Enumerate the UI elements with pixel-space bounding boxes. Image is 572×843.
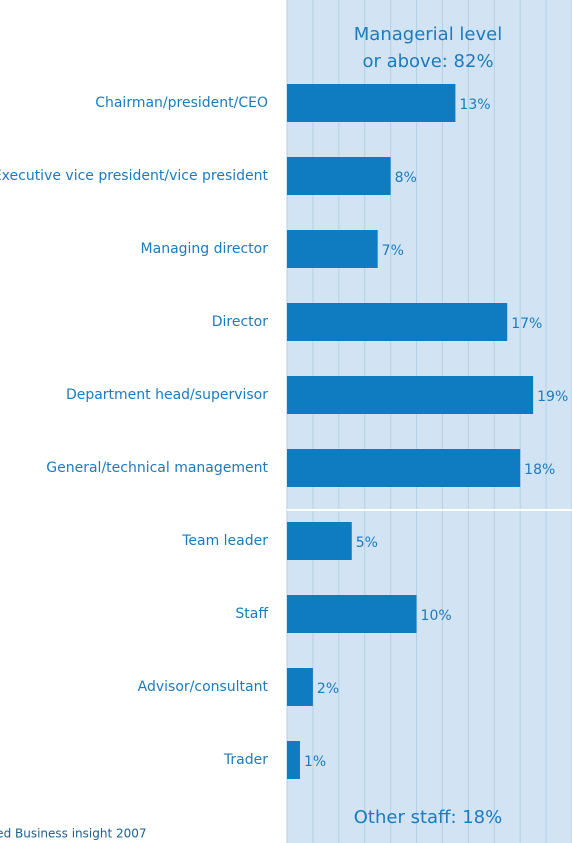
- value-label: 13%: [459, 97, 490, 113]
- category-label: Department head/supervisor: [66, 387, 268, 403]
- bar: [287, 157, 391, 195]
- category-label: Advisor/consultant: [138, 679, 269, 695]
- bar: [287, 303, 508, 341]
- category-label: General/technical management: [46, 460, 268, 476]
- plot-panel: [287, 0, 572, 843]
- bar: [287, 595, 417, 633]
- value-label: 5%: [356, 535, 378, 551]
- category-label: Staff: [235, 606, 268, 622]
- category-label: Director: [212, 314, 268, 330]
- value-label: 18%: [524, 462, 555, 478]
- value-label: 2%: [317, 681, 339, 697]
- bar: [287, 741, 300, 779]
- value-label: 10%: [421, 608, 452, 624]
- bar: [287, 376, 534, 414]
- source: Reed Business insight 2007: [0, 827, 147, 841]
- category-label: Trader: [223, 752, 268, 768]
- value-label: 17%: [511, 316, 542, 332]
- category-label: Chairman/president/CEO: [95, 95, 268, 111]
- category-label: Executive vice president/vice president: [0, 168, 269, 184]
- value-label: 1%: [304, 754, 326, 770]
- bar: [287, 230, 378, 268]
- annotation: Other staff: 18%: [354, 807, 503, 828]
- bar: [287, 449, 521, 487]
- category-label: Team leader: [181, 533, 268, 549]
- value-label: 7%: [382, 243, 404, 259]
- value-label: 8%: [395, 170, 417, 186]
- bar: [287, 668, 313, 706]
- annotation: Managerial level: [354, 24, 502, 45]
- bar: [287, 84, 456, 122]
- value-label: 19%: [537, 389, 568, 405]
- category-label: Managing director: [141, 241, 269, 257]
- annotation: or above: 82%: [362, 51, 493, 72]
- bar: [287, 522, 352, 560]
